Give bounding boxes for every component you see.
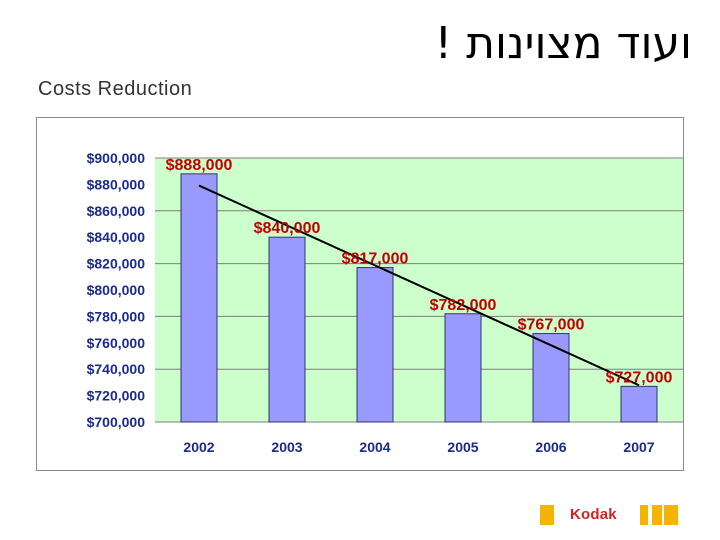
y-tick-label-2: $860,000 — [87, 203, 146, 219]
logo-yellow-block-left — [540, 505, 554, 525]
data-label-2006: $767,000 — [518, 317, 585, 334]
bar-2003 — [268, 236, 306, 423]
y-tick-label-3: $840,000 — [87, 229, 146, 245]
bar-2005 — [444, 313, 482, 423]
y-tick-label-5: $800,000 — [87, 282, 146, 298]
bar-2006 — [532, 333, 570, 423]
x-tick-label-2003: 2003 — [271, 439, 302, 455]
x-tick-label-2004: 2004 — [359, 439, 390, 455]
cost-bar-chart: $900,000 $880,000 $860,000 $840,000 $820,000… — [87, 150, 683, 455]
data-label-2007: $727,000 — [606, 369, 673, 386]
chart-subtitle: Costs Reduction — [38, 78, 193, 100]
page-title: ועוד מצוינות ! — [434, 18, 693, 69]
x-tick-label-2005: 2005 — [447, 439, 478, 455]
y-tick-label-9: $720,000 — [87, 388, 146, 404]
trendline — [198, 184, 640, 387]
data-label-2004: $817,000 — [342, 251, 409, 268]
x-tick-label-2007: 2007 — [623, 439, 654, 455]
logo-yellow-block-right-1 — [640, 505, 648, 525]
y-tick-label-6: $780,000 — [87, 308, 146, 324]
y-tick-label-10: $700,000 — [87, 414, 146, 430]
data-label-2003: $840,000 — [254, 220, 321, 237]
chart-frame: $900,000 $880,000 $860,000 $840,000 $820,000… — [36, 117, 684, 471]
logo-wordmark: Kodak — [570, 506, 617, 523]
data-label-2005: $782,000 — [430, 297, 497, 314]
y-tick-label-7: $760,000 — [87, 335, 146, 351]
bar-2004 — [356, 267, 394, 423]
logo-yellow-block-right-2 — [652, 505, 662, 525]
bar-2007 — [620, 385, 658, 423]
y-tick-label-0: $900,000 — [87, 150, 146, 166]
x-tick-label-2002: 2002 — [183, 439, 214, 455]
data-label-2002: $888,000 — [166, 157, 233, 174]
x-tick-label-2006: 2006 — [535, 439, 566, 455]
plot-area — [155, 158, 683, 422]
y-tick-label-1: $880,000 — [87, 176, 146, 192]
y-tick-label-8: $740,000 — [87, 361, 146, 377]
kodak-logo: Kodak — [540, 505, 678, 525]
bar-2002 — [180, 173, 218, 423]
y-tick-label-4: $820,000 — [87, 256, 146, 272]
logo-yellow-block-right-3 — [664, 505, 678, 525]
